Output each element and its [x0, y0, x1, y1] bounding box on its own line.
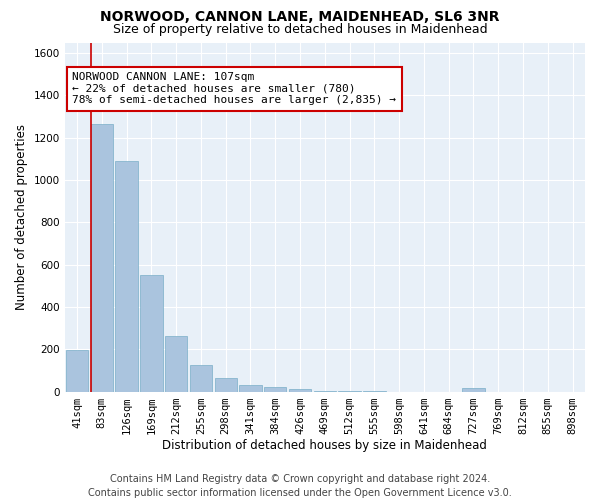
Text: Contains HM Land Registry data © Crown copyright and database right 2024.
Contai: Contains HM Land Registry data © Crown c… [88, 474, 512, 498]
Text: NORWOOD CANNON LANE: 107sqm
← 22% of detached houses are smaller (780)
78% of se: NORWOOD CANNON LANE: 107sqm ← 22% of det… [73, 72, 397, 106]
Bar [190, 365, 212, 392]
Text: NORWOOD, CANNON LANE, MAIDENHEAD, SL6 3NR: NORWOOD, CANNON LANE, MAIDENHEAD, SL6 3N… [100, 10, 500, 24]
Bar [289, 390, 311, 392]
Bar [140, 275, 163, 392]
Bar [264, 387, 286, 392]
Bar [215, 378, 237, 392]
X-axis label: Distribution of detached houses by size in Maidenhead: Distribution of detached houses by size … [163, 440, 487, 452]
Bar [66, 350, 88, 392]
Bar [165, 336, 187, 392]
Bar [463, 388, 485, 392]
Bar [239, 385, 262, 392]
Bar [115, 161, 138, 392]
Bar [314, 390, 336, 392]
Text: Size of property relative to detached houses in Maidenhead: Size of property relative to detached ho… [113, 22, 487, 36]
Y-axis label: Number of detached properties: Number of detached properties [15, 124, 28, 310]
Bar [91, 124, 113, 392]
